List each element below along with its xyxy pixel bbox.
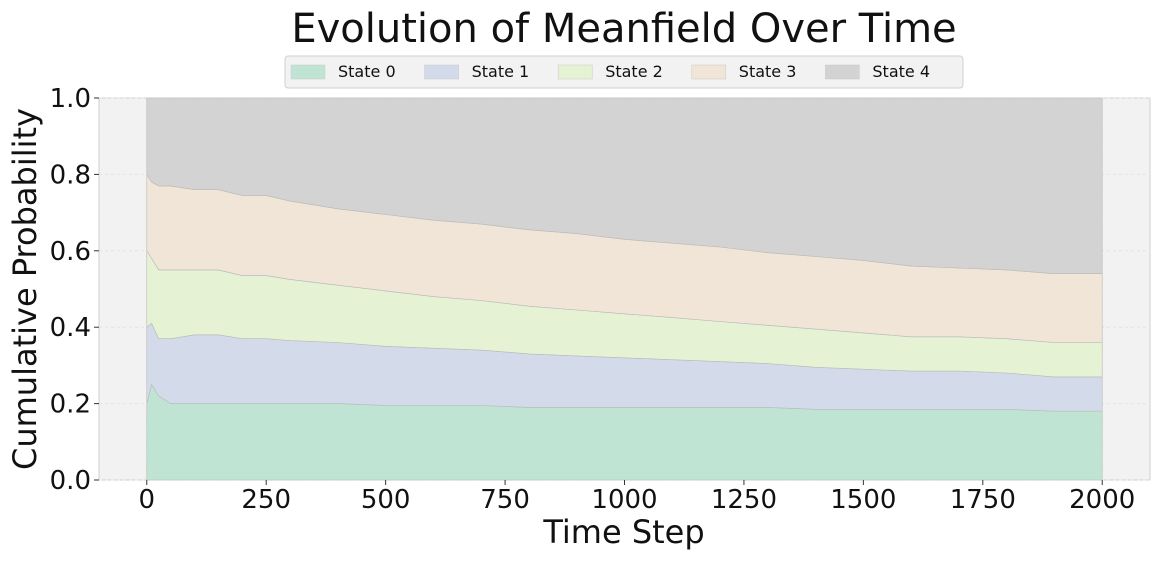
chart-title: Evolution of Meanfield Over Time: [291, 6, 956, 52]
legend-swatch: [424, 64, 459, 80]
legend-label: State 0: [338, 62, 396, 81]
x-tick-label: 2000: [1069, 485, 1135, 515]
y-tick-label: 0.0: [50, 466, 91, 496]
y-tick-label: 0.2: [50, 390, 91, 420]
legend-swatch: [825, 64, 860, 80]
y-tick-label: 0.4: [50, 313, 91, 343]
legend-swatch: [557, 64, 593, 80]
legend-item: State 3: [691, 62, 797, 81]
legend-label: State 3: [739, 62, 797, 81]
y-tick-label: 1.0: [50, 84, 91, 114]
x-tick-label: 1250: [711, 485, 777, 515]
legend-item: State 1: [424, 62, 530, 81]
x-tick-label: 1750: [950, 485, 1016, 515]
x-tick-label: 750: [480, 485, 530, 515]
x-tick-label: 250: [241, 485, 291, 515]
y-tick-label: 0.8: [50, 160, 91, 190]
legend-label: State 4: [872, 62, 930, 81]
legend-swatch: [691, 64, 727, 80]
y-tick-label: 0.6: [50, 237, 91, 267]
x-tick-label: 1000: [591, 485, 657, 515]
legend-box: [284, 55, 964, 89]
y-axis-label: Cumulative Probability: [6, 108, 44, 470]
legend-swatch: [290, 64, 326, 80]
area-state-4: [146, 97, 1103, 274]
legend-item: State 2: [557, 62, 663, 81]
legend-label: State 1: [472, 62, 530, 81]
x-tick-label: 500: [361, 485, 411, 515]
x-tick-label: 1500: [830, 485, 896, 515]
legend-item: State 0: [290, 62, 396, 81]
x-axis-label: Time Step: [542, 513, 704, 551]
legend-item: State 4: [825, 62, 930, 81]
legend-label: State 2: [605, 62, 663, 81]
x-tick-label: 0: [138, 485, 155, 515]
